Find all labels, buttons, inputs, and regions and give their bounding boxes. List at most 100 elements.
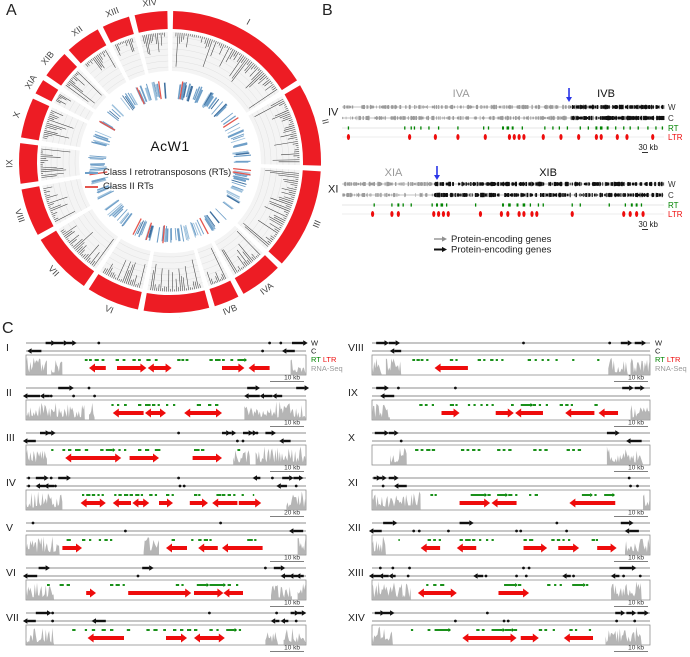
rna-seq-histogram [26,402,85,420]
rt-mark [472,539,476,541]
density-bar [215,280,217,284]
gene-dot [27,484,31,488]
rt-mark [347,126,350,130]
density-bar [71,77,74,80]
rt-mark [594,494,597,496]
gene-arrow [264,394,273,398]
gene-arrow-head [395,340,401,346]
density-bar [113,274,116,279]
class1-rt-tick [174,228,177,241]
density-bar [288,119,293,122]
rt-mark [105,449,113,451]
class2-rt-tick [199,217,209,235]
density-bar [121,41,123,44]
grid-arc [105,262,145,279]
rna-seq-histogram [51,360,63,375]
rt-arrow-head [515,583,518,587]
density-bar [223,249,238,273]
ltr-arrow [495,411,510,415]
ltr-arrow-head [515,408,522,418]
class1-rt-tick [230,133,245,140]
density-bar [133,275,138,287]
te-box [371,579,651,601]
region-row-label: XIV [348,612,365,624]
ltr-arrow [129,456,155,460]
rt-mark [521,126,523,130]
grid-arc [102,73,122,88]
ltr-mark [499,211,503,217]
density-bar [75,242,85,251]
density-bar [251,256,255,261]
class1-rt-tick [206,214,216,227]
rt-mark [75,449,81,451]
density-bar [67,82,95,104]
rt-mark [216,629,219,631]
density-bar [186,33,189,48]
density-bar [283,179,299,182]
density-bar [146,34,151,55]
class1-rt-tick [163,82,167,99]
ltr-arrow [460,546,477,550]
gene-arrow [66,341,73,345]
gene-dot [629,484,632,488]
gene-arrow-head [629,520,634,526]
region-row-label: XII [348,522,361,534]
gene-density-ring [147,249,204,292]
rna-seq-histogram [372,581,411,600]
density-bar [219,46,230,67]
gene-arrow [620,341,628,345]
rt-mark [412,359,416,361]
region-row-label: X [348,432,355,444]
rt-mark [237,359,245,361]
ltr-arrow [116,411,144,415]
gene-arrow-head [272,393,277,399]
class2-rt-tick [222,117,239,128]
ltr-arrow-head [165,363,172,373]
segment-label: IX [4,159,14,168]
rt-mark [473,404,476,406]
density-bar [215,272,220,282]
rt-mark [215,359,221,361]
density-bar [203,37,205,40]
density-bar [271,111,290,120]
ltr-arrow [441,411,456,415]
gene-arrow-head [390,610,395,616]
density-bar [147,34,151,45]
rt-mark [467,404,471,406]
class1-rt-tick [227,126,241,134]
gene-dot [271,476,274,480]
ltr-mark [599,134,603,140]
gene-dot [615,619,619,623]
density-bar [237,255,246,268]
ltr-mark [530,211,534,217]
rt-mark [426,359,429,361]
rt-label: RT [655,355,665,364]
segment-label: XIII [104,5,120,19]
ltr-mark [483,134,487,140]
rt-mark [97,494,100,496]
ltr-arrow [495,501,517,505]
gene-arrow [273,566,281,570]
rna-seq-histogram [290,359,306,375]
rt-mark [110,629,114,631]
ltr-arrow-head [523,588,530,598]
density-bar [46,201,49,203]
rt-mark [187,629,192,631]
class1-rt-tick [93,139,110,146]
density-bar [104,49,116,68]
gene-arrow [40,431,46,435]
grid-arc [70,119,79,146]
gene-arrow-head [295,573,301,579]
rt-mark [547,359,550,361]
track-label: C [668,114,674,123]
gene-arrow [383,521,393,525]
density-bar [40,154,53,156]
gene-dot [417,529,421,533]
density-bar [80,253,84,257]
ltr-arrow [519,411,543,415]
gene-arrow-head [252,430,258,436]
density-bar [231,57,248,79]
rt-arrow-head [583,583,586,587]
gene-arrow-head [615,430,620,436]
density-bar [50,203,68,212]
